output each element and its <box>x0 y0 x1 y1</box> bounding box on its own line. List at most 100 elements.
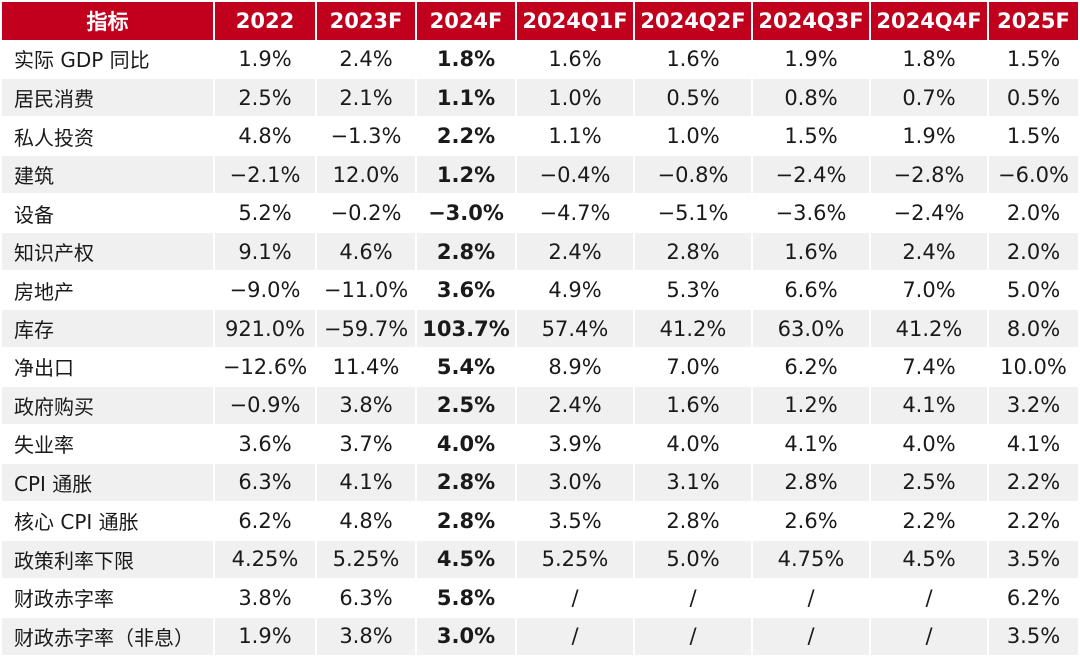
cell-2025f: −6.0% <box>988 155 1078 195</box>
cell-2022: 921.0% <box>214 309 317 349</box>
cell-2023f: 2.1% <box>316 78 417 118</box>
cell-2024q4f: 1.9% <box>870 116 989 156</box>
row-label: 房地产 <box>2 270 215 310</box>
cell-2023f: 12.0% <box>316 155 417 195</box>
table-row: 财政赤字率（非息） 1.9% 3.8% 3.0% / / //3.5% <box>2 617 1078 657</box>
cell-2024q3f: / <box>752 578 871 618</box>
cell-2024f: 1.8% <box>416 40 517 79</box>
row-label: 净出口 <box>2 347 215 387</box>
row-label: 居民消费 <box>2 78 215 118</box>
row-label: 实际 GDP 同比 <box>2 40 215 79</box>
header-indicator: 指标 <box>2 2 215 40</box>
header-2022: 2022 <box>214 2 317 40</box>
cell-2023f: 2.4% <box>316 40 417 79</box>
cell-2022: 2.5% <box>214 78 317 118</box>
table-row: 政府购买 −0.9% 3.8% 2.5% 2.4% 1.6% 1.2% 4.1% 3.2% <box>2 386 1078 426</box>
header-2024q1f: 2024Q1F <box>516 2 635 40</box>
cell-2025f: 2.0% <box>988 232 1078 272</box>
cell-2025f: 6.2% <box>988 578 1078 618</box>
cell-2022: 4.25% <box>214 540 317 580</box>
table-body: 实际 GDP 同比 1.9% 2.4% 1.8% 1.6% 1.6% 1.9% 1.8% 1.5… <box>2 40 1078 657</box>
cell-2024q2f: 1.6% <box>634 40 753 79</box>
cell-2025f: 10.0% <box>988 347 1078 387</box>
cell-2024q1f: 1.1% <box>516 116 635 156</box>
cell-2022: −12.6% <box>214 347 317 387</box>
cell-2024q1f: 3.9% <box>516 424 635 464</box>
cell-2024q4f: −2.4% <box>870 193 989 233</box>
cell-2024q3f: 6.6% <box>752 270 871 310</box>
cell-2025f: 5.0% <box>988 270 1078 310</box>
cell-2022: 5.2% <box>214 193 317 233</box>
cell-2024q4f: 41.2% <box>870 309 989 349</box>
table-row: 知识产权 9.1% 4.6% 2.8% 2.4% 2.8% 1.6% 2.4% 2.0% <box>2 232 1078 272</box>
cell-2025f: 2.2% <box>988 463 1078 503</box>
cell-2024q3f: 2.6% <box>752 501 871 541</box>
cell-2023f: −1.3% <box>316 116 417 156</box>
cell-2024q4f: 1.8% <box>870 40 989 79</box>
cell-2024q2f: −5.1% <box>634 193 753 233</box>
cell-2024q2f: −0.8% <box>634 155 753 195</box>
cell-2025f: 3.5% <box>988 617 1078 657</box>
row-label: CPI 通胀 <box>2 463 215 503</box>
header-2024f: 2024F <box>416 2 517 40</box>
table-row: CPI 通胀 6.3% 4.1% 2.8% 3.0% 3.1% 2.8% 2.5% 2.2% <box>2 463 1078 503</box>
cell-2024q4f: / <box>870 578 989 618</box>
cell-2024f: 3.6% <box>416 270 517 310</box>
row-label: 政府购买 <box>2 386 215 426</box>
cell-2024q4f: 4.1% <box>870 386 989 426</box>
cell-2022: 6.3% <box>214 463 317 503</box>
cell-2022: 3.6% <box>214 424 317 464</box>
cell-2024q1f: 57.4% <box>516 309 635 349</box>
cell-2023f: −0.2% <box>316 193 417 233</box>
cell-2022: −9.0% <box>214 270 317 310</box>
cell-2024q2f: / <box>634 617 753 657</box>
cell-2024q3f: 6.2% <box>752 347 871 387</box>
cell-2024q2f: 41.2% <box>634 309 753 349</box>
cell-2024q2f: 5.3% <box>634 270 753 310</box>
cell-2024q1f: / <box>516 617 635 657</box>
cell-2024q1f: 2.4% <box>516 232 635 272</box>
cell-2024q4f: 2.2% <box>870 501 989 541</box>
cell-2024q3f: 1.2% <box>752 386 871 426</box>
row-label: 财政赤字率 <box>2 578 215 618</box>
cell-2024q2f: 1.0% <box>634 116 753 156</box>
cell-2024q2f: / <box>634 578 753 618</box>
cell-2025f: 3.2% <box>988 386 1078 426</box>
cell-2023f: 6.3% <box>316 578 417 618</box>
cell-2023f: 11.4% <box>316 347 417 387</box>
table-row: 净出口 −12.6% 11.4% 5.4% 8.9% 7.0% 6.2% 7.4% 10.0% <box>2 347 1078 387</box>
table-row: 核心 CPI 通胀 6.2% 4.8% 2.8% 3.5% 2.8% 2.6% 2.2% 2.2… <box>2 501 1078 541</box>
cell-2024q4f: −2.8% <box>870 155 989 195</box>
cell-2023f: −11.0% <box>316 270 417 310</box>
cell-2024q1f: 5.25% <box>516 540 635 580</box>
cell-2024q2f: 4.0% <box>634 424 753 464</box>
cell-2025f: 2.0% <box>988 193 1078 233</box>
cell-2024q2f: 7.0% <box>634 347 753 387</box>
cell-2022: 1.9% <box>214 617 317 657</box>
cell-2024q1f: 1.0% <box>516 78 635 118</box>
table-row: 失业率 3.6% 3.7% 4.0% 3.9% 4.0% 4.1% 4.0% 4.1% <box>2 424 1078 464</box>
cell-2024q4f: 4.5% <box>870 540 989 580</box>
table-header-row: 指标 2022 2023F 2024F 2024Q1F 2024Q2F 2024… <box>2 2 1078 40</box>
cell-2024q2f: 3.1% <box>634 463 753 503</box>
table-row: 私人投资 4.8% −1.3% 2.2% 1.1% 1.0% 1.5% 1.9% 1.5% <box>2 116 1078 156</box>
cell-2022: −0.9% <box>214 386 317 426</box>
cell-2023f: 3.8% <box>316 617 417 657</box>
cell-2024f: 2.8% <box>416 501 517 541</box>
cell-2025f: 1.5% <box>988 116 1078 156</box>
row-label: 知识产权 <box>2 232 215 272</box>
cell-2024q3f: 1.6% <box>752 232 871 272</box>
cell-2024f: 4.0% <box>416 424 517 464</box>
header-2024q4f: 2024Q4F <box>870 2 989 40</box>
table-row: 建筑 −2.1% 12.0% 1.2% −0.4% −0.8% −2.4% −2.8% −6.0… <box>2 155 1078 195</box>
cell-2023f: 4.6% <box>316 232 417 272</box>
cell-2024f: 2.8% <box>416 463 517 503</box>
cell-2024f: 3.0% <box>416 617 517 657</box>
cell-2024q1f: 8.9% <box>516 347 635 387</box>
row-label: 失业率 <box>2 424 215 464</box>
cell-2024q3f: / <box>752 617 871 657</box>
row-label: 核心 CPI 通胀 <box>2 501 215 541</box>
cell-2024f: 1.2% <box>416 155 517 195</box>
